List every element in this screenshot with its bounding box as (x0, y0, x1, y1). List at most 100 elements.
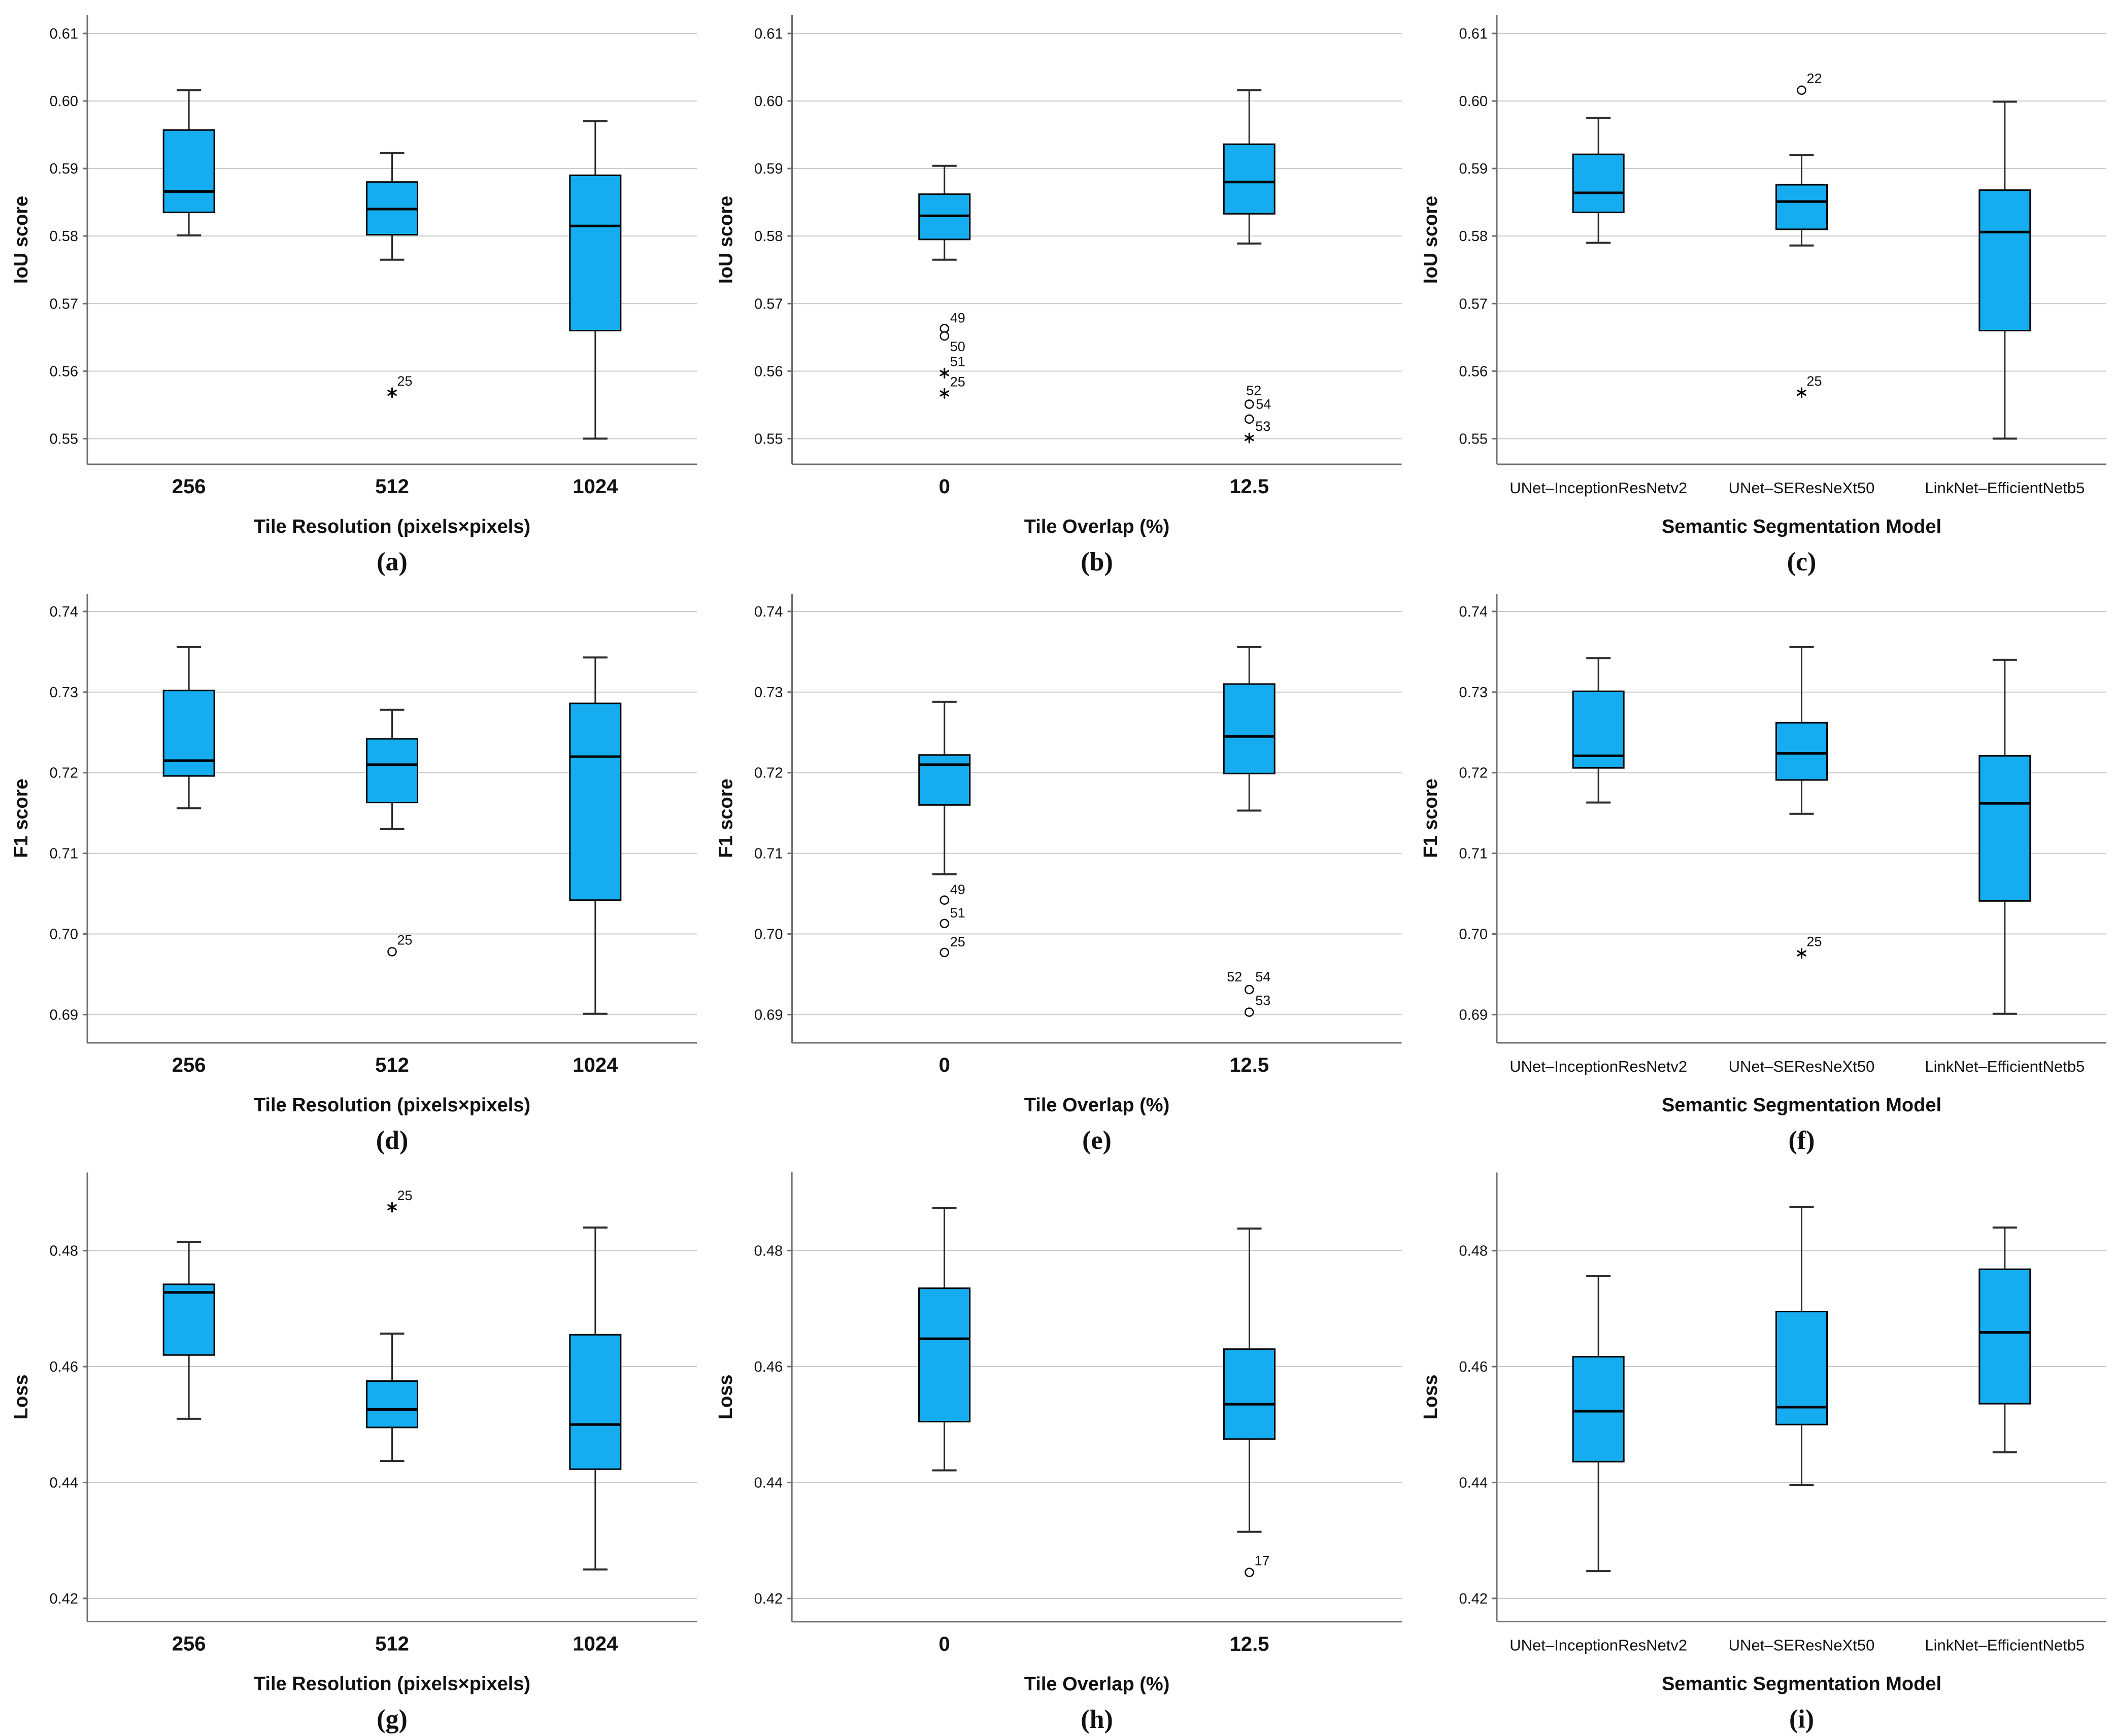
subplot-letter: (c) (1787, 548, 1817, 576)
x-category-label: 1024 (573, 475, 618, 498)
x-axis-title: Tile Overlap (%) (1024, 516, 1170, 537)
y-tick-label: 0.56 (1459, 363, 1488, 380)
x-category-label: UNet–InceptionResNetv2 (1509, 1637, 1687, 1654)
y-tick-label: 0.70 (1459, 927, 1488, 943)
chart-h: 0.48 0.46 0.44 0.42 0 17 12.5 Tile Overlap (%) (… (704, 1157, 1410, 1736)
chart-a: 0.61 0.60 0.59 0.58 0.57 0.56 0.55 256 25 512 1024… (0, 0, 704, 578)
outlier-circle-marker (1245, 1568, 1254, 1577)
x-axis-title: Tile Resolution (pixels×pixels) (254, 1095, 530, 1116)
iqr-box (162, 129, 215, 214)
x-category-label: 0 (939, 1054, 950, 1076)
chart-i: 0.48 0.46 0.44 0.42 UNet–InceptionResNetv2 UN… (1410, 1157, 2114, 1736)
y-tick-label: 0.60 (50, 93, 78, 110)
x-axis-title: Semantic Segmentation Model (1662, 1674, 1941, 1695)
outlier-case-label: 17 (1255, 1553, 1270, 1569)
y-tick-label: 0.56 (50, 363, 78, 380)
outlier-case-label: 25 (1807, 373, 1822, 389)
y-tick-label: 0.71 (1459, 846, 1488, 862)
outlier-case-label: 50 (950, 339, 965, 354)
y-tick-label: 0.74 (754, 604, 783, 620)
y-tick-label: 0.61 (754, 26, 783, 42)
iqr-box (1978, 755, 2031, 902)
y-tick-label: 0.56 (754, 363, 783, 380)
iqr-box (366, 1380, 418, 1428)
outlier-circle-marker (939, 331, 949, 341)
y-tick-label: 0.60 (754, 93, 783, 110)
subplot-letter: (d) (376, 1126, 409, 1155)
y-tick-label: 0.61 (50, 26, 78, 42)
x-category-label: 512 (375, 475, 409, 498)
y-tick-label: 0.46 (754, 1359, 783, 1375)
boxplot-svg-i: 0.48 0.46 0.44 0.42 UNet–InceptionResNetv2 UN… (1420, 1172, 2106, 1734)
y-tick-label: 0.59 (50, 161, 78, 177)
y-tick-label: 0.61 (1459, 26, 1488, 42)
x-category-label: UNet–InceptionResNetv2 (1509, 1058, 1687, 1075)
boxplot-512: 25 (366, 708, 418, 957)
boxplot-1024 (569, 656, 622, 1015)
y-tick-label: 0.71 (754, 846, 783, 862)
outlier-circle-marker (387, 947, 397, 957)
iqr-box (1978, 1268, 2031, 1405)
outlier-case-label: 52 (1246, 383, 1261, 398)
boxplot-1024 (569, 1226, 622, 1571)
subplot-letter: (h) (1081, 1705, 1113, 1734)
outlier-circle-marker (939, 895, 949, 905)
gridlines-and-yticks: 0.61 0.60 0.59 0.58 0.57 0.56 0.55 (754, 26, 1402, 447)
outlier-case-label: 22 (1807, 71, 1822, 86)
y-tick-label: 0.55 (754, 431, 783, 447)
y-tick-label: 0.69 (1459, 1007, 1488, 1023)
iqr-box (366, 738, 418, 804)
boxplot-512: 25 (366, 152, 418, 398)
x-category-label: 0 (939, 475, 950, 498)
boxplot-svg-d: 0.74 0.73 0.72 0.71 0.70 0.69 256 25 512 1024 Tile… (11, 594, 697, 1155)
subplot-letter: (f) (1789, 1126, 1815, 1155)
boxplot-UNet–InceptionResNetv2 (1572, 1275, 1625, 1573)
iqr-box (1572, 153, 1625, 214)
boxplot-256 (162, 89, 215, 236)
iqr-box (569, 174, 622, 331)
y-tick-label: 0.73 (50, 685, 78, 701)
boxplot-svg-f: 0.74 0.73 0.72 0.71 0.70 0.69 UNet–InceptionRe… (1420, 594, 2106, 1155)
iqr-box (1775, 184, 1828, 230)
y-tick-label: 0.46 (1459, 1359, 1488, 1375)
y-tick-label: 0.55 (1459, 431, 1488, 447)
boxplot-svg-e: 0.74 0.73 0.72 0.71 0.70 0.69 49 51 25 0 52 54 53 12.… (716, 594, 1402, 1155)
outlier-case-label: 51 (950, 905, 965, 921)
x-category-label: LinkNet–EfficientNetb5 (1925, 1058, 2085, 1075)
y-tick-label: 0.58 (1459, 228, 1488, 245)
extreme-star-marker (939, 390, 950, 397)
boxplot-0 (918, 1207, 971, 1472)
y-axis-title: Loss (11, 1375, 32, 1420)
outlier-circle-marker (1245, 399, 1254, 409)
boxplot-12.5: 17 (1223, 1227, 1276, 1577)
outlier-case-label: 25 (1807, 934, 1822, 949)
y-tick-label: 0.74 (50, 604, 78, 620)
boxplot-512: 25 (366, 1188, 418, 1462)
y-tick-label: 0.42 (754, 1591, 783, 1607)
boxplot-svg-h: 0.48 0.46 0.44 0.42 0 17 12.5 Tile Overlap (%) (… (715, 1172, 1402, 1734)
y-tick-label: 0.55 (50, 431, 78, 447)
y-axis-title: IoU score (716, 196, 737, 284)
y-tick-label: 0.59 (1459, 161, 1488, 177)
y-axis-title: F1 score (11, 778, 32, 858)
x-category-label: 12.5 (1229, 1054, 1269, 1076)
y-axis-title: F1 score (716, 778, 737, 858)
extreme-star-marker (387, 1204, 397, 1211)
y-tick-label: 0.69 (754, 1007, 783, 1023)
y-axis-title: IoU score (11, 196, 32, 284)
gridlines-and-yticks: 0.74 0.73 0.72 0.71 0.70 0.69 (754, 604, 1402, 1023)
x-axis-title: Tile Overlap (%) (1024, 1095, 1170, 1116)
outlier-case-label: 54 (1256, 397, 1271, 412)
boxplot-0: 49 51 25 (918, 700, 971, 958)
y-tick-label: 0.48 (1459, 1243, 1488, 1260)
x-axis-title: Tile Resolution (pixels×pixels) (254, 1674, 530, 1695)
outlier-circle-marker (939, 947, 949, 958)
x-axis-title: Semantic Segmentation Model (1662, 1095, 1941, 1116)
iqr-box (1223, 683, 1276, 774)
x-category-label: UNet–SEResNeXt50 (1729, 479, 1875, 497)
x-category-label: 12.5 (1230, 1633, 1269, 1655)
y-tick-label: 0.58 (50, 228, 78, 245)
iqr-box (1223, 1348, 1276, 1440)
